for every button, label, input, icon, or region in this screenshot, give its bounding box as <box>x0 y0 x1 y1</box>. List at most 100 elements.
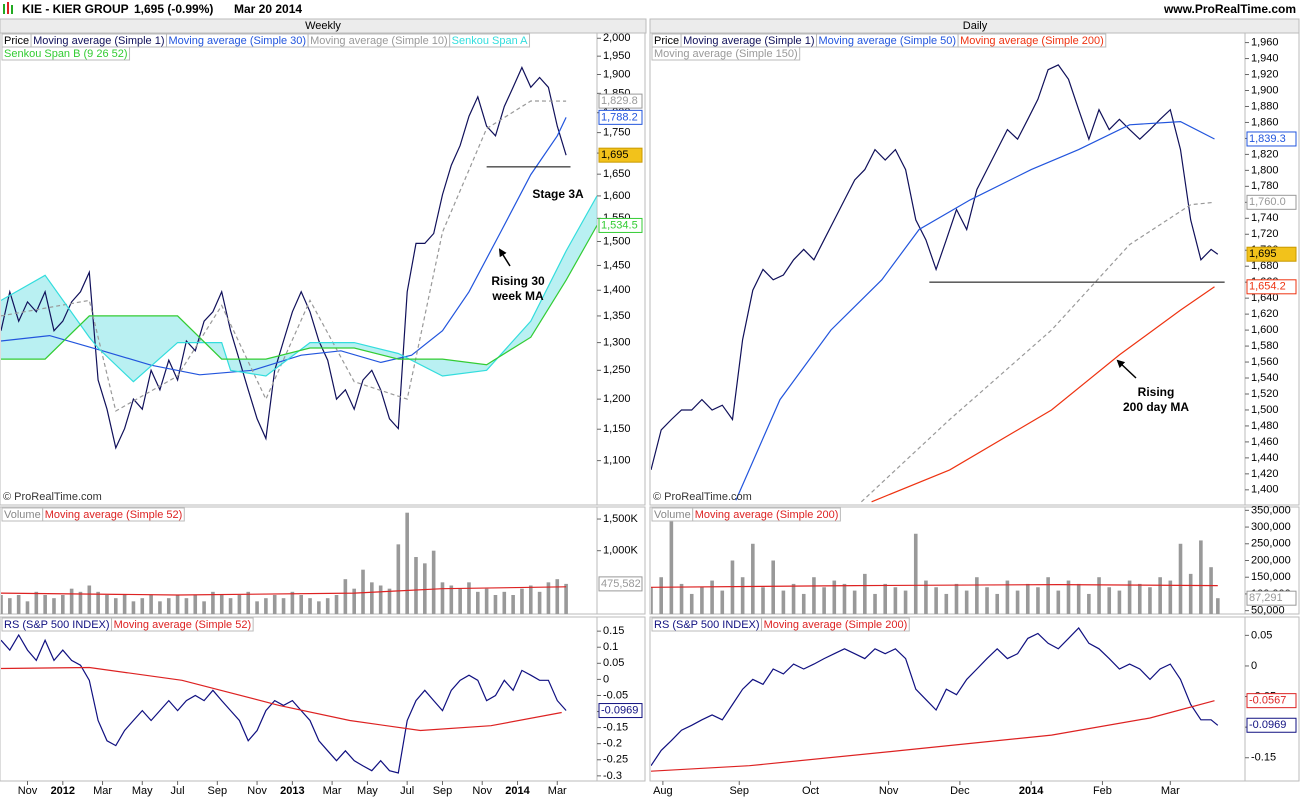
volume-bar <box>812 577 816 614</box>
volume-bar <box>944 593 949 614</box>
x-tick-label: Mar <box>93 785 112 797</box>
volume-bar <box>975 577 979 614</box>
volume-bar <box>1199 540 1203 614</box>
volume-bar <box>219 595 224 614</box>
y-tick-label: -0.2 <box>603 738 622 750</box>
last-value-label: 475,582 <box>601 578 641 590</box>
volume-bar <box>1005 580 1010 614</box>
volume-bar <box>700 587 704 614</box>
x-tick-label: Mar <box>1161 785 1180 797</box>
y-tick-label: 0.05 <box>1251 629 1272 641</box>
panel-title: Weekly <box>305 20 341 32</box>
legend-label: Moving average (Simple 30) <box>169 35 307 47</box>
x-tick-label: Feb <box>1093 785 1112 797</box>
volume-bar <box>1015 590 1020 614</box>
volume-bar <box>69 588 74 614</box>
y-tick-label: 1,400 <box>603 284 631 296</box>
y-tick-label: 1,950 <box>603 50 631 62</box>
last-value-box <box>1246 279 1297 295</box>
legend-label: Moving average (Simple 200) <box>764 619 908 631</box>
legend-label: Moving average (Simple 52) <box>45 509 183 521</box>
volume-bar <box>511 595 515 614</box>
y-tick-label: 1,400 <box>1251 484 1279 496</box>
volume-bar <box>730 560 735 614</box>
series-line <box>1 117 567 376</box>
y-tick-label: 1,100 <box>603 455 631 467</box>
x-tick-label: Sep <box>433 785 453 797</box>
x-tick-label: Jul <box>171 785 185 797</box>
y-tick-label: 1,300 <box>603 337 631 349</box>
volume-bar <box>863 573 867 614</box>
plot-area <box>1 66 597 450</box>
volume-bar <box>378 585 383 614</box>
series-line <box>651 627 1219 767</box>
y-tick-label: 1,680 <box>1251 260 1279 272</box>
y-tick-label: 1,250 <box>603 364 631 376</box>
annotation-arrow <box>1116 359 1137 379</box>
watermark: © ProRealTime.com <box>653 491 752 503</box>
legend-box <box>449 33 531 48</box>
volume-bar <box>281 598 286 614</box>
x-tick-label: Sep <box>729 785 749 797</box>
volume-bar <box>149 595 153 614</box>
series-line <box>651 583 1218 588</box>
volume-bar <box>1 595 3 614</box>
legend-label: Senkou Span B (9 26 52) <box>4 48 128 60</box>
volume-bar <box>954 583 959 614</box>
volume-bar <box>720 590 725 614</box>
series-line <box>1 666 562 732</box>
legend-label: Price <box>654 35 679 47</box>
volume-bar <box>317 601 321 614</box>
volume-bar <box>924 580 928 614</box>
legend-label: Senkou Span A <box>452 35 529 47</box>
y-tick-label: 200,000 <box>1251 554 1291 566</box>
volume-bar <box>414 557 418 614</box>
last-value-label: -0.0969 <box>601 704 638 716</box>
x-tick-label: Nov <box>18 785 38 797</box>
y-tick-label: 50,000 <box>1251 605 1285 617</box>
y-tick-label: -0.3 <box>603 770 622 782</box>
last-value-box <box>598 576 643 592</box>
volume-bar <box>166 598 171 614</box>
series-line <box>1 586 567 596</box>
y-tick-label: 1,580 <box>1251 340 1279 352</box>
last-value-label: 1,654.2 <box>1249 281 1286 293</box>
volume-bar <box>255 601 259 614</box>
legend-label: Moving average (Simple 1) <box>33 35 164 47</box>
volume-bar <box>440 582 445 614</box>
y-tick-label: 0.05 <box>603 657 624 669</box>
volume-bar <box>1087 593 1091 614</box>
legend-box <box>957 33 1107 48</box>
y-tick-label: 1,450 <box>603 259 631 271</box>
volume-bar <box>985 587 989 614</box>
volume-bar <box>964 590 969 614</box>
y-tick-label: 0.15 <box>603 625 624 637</box>
last-value-box <box>1246 590 1297 606</box>
volume-bar <box>1036 587 1040 614</box>
volume-bar <box>361 569 365 614</box>
legend-label: RS (S&P 500 INDEX) <box>654 619 760 631</box>
volume-bar <box>387 588 392 614</box>
y-tick-label: 1,440 <box>1251 452 1279 464</box>
volume-bar <box>651 587 653 614</box>
volume-bar <box>1025 583 1030 614</box>
quote: 1,695 (-0.99%) <box>134 2 213 16</box>
y-tick-label: 1,800 <box>1251 164 1279 176</box>
y-tick-label: 1,600 <box>1251 324 1279 336</box>
y-tick-label: -0.25 <box>603 754 628 766</box>
volume-bar <box>842 583 847 614</box>
volume-bar <box>710 580 714 614</box>
y-tick-label: 1,640 <box>1251 292 1279 304</box>
volume-bar <box>1076 583 1081 614</box>
volume-bar <box>995 593 1000 614</box>
y-tick-label: 1,740 <box>1251 212 1279 224</box>
volume-bar <box>1178 543 1183 614</box>
last-value-label: 1,788.2 <box>601 111 638 123</box>
x-tick-label: Dec <box>950 785 970 797</box>
volume-bar <box>502 591 507 614</box>
volume-bar <box>669 510 674 614</box>
y-tick-label: 1,500 <box>1251 404 1279 416</box>
volume-bar <box>458 588 462 614</box>
